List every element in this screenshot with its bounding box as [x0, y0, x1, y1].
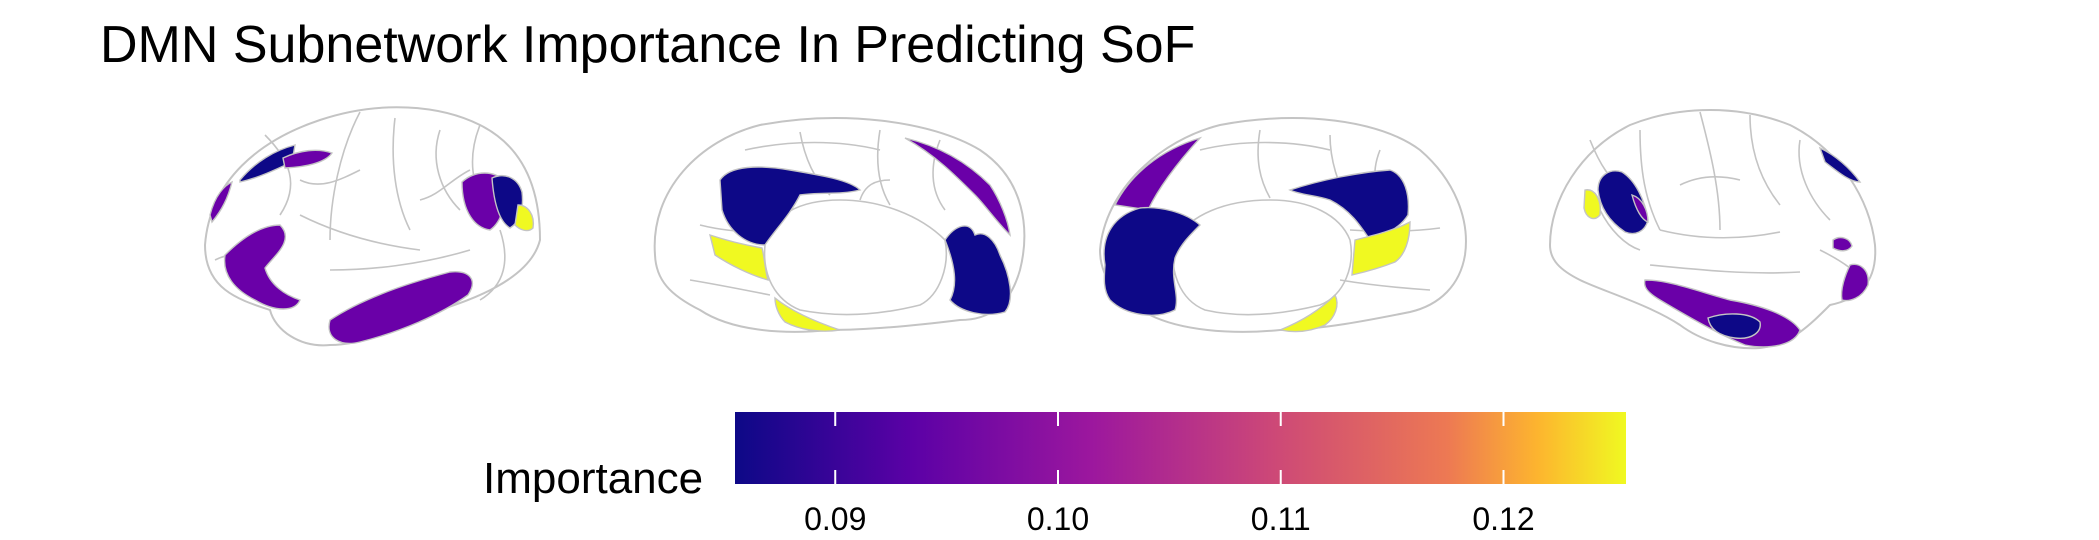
brain-left-medial — [653, 117, 1026, 333]
roi-left-precuneus — [944, 225, 1012, 316]
roi-right-medial-prefrontal — [1288, 169, 1410, 241]
roi-right-angular — [1631, 193, 1649, 223]
roi-right-parahippocampal — [1277, 293, 1338, 333]
roi-right-posterior-cingulate — [1113, 136, 1203, 211]
roi-right-superior-frontal — [1818, 146, 1862, 183]
roi-right-occipital — [1583, 189, 1602, 220]
brain-right-lateral — [1548, 109, 1877, 350]
roi-left-medial-prefrontal — [719, 166, 862, 246]
medial-wall-left — [763, 199, 947, 316]
colorbar-tick-marks — [834, 412, 1505, 484]
roi-left-posterior-cingulate — [904, 137, 1011, 237]
roi-left-frontal-pole — [209, 180, 234, 224]
colorbar-tick-labels: 0.09 0.10 0.11 0.12 — [804, 501, 1535, 537]
roi-right-frontal-pole — [1840, 263, 1869, 302]
roi-right-temporal-pole — [1707, 313, 1761, 339]
medial-wall-right — [1172, 199, 1352, 316]
roi-right-subgenual-cingulate — [1351, 220, 1411, 276]
legend: Importance 0.09 0.10 0.11 0.12 — [483, 412, 1626, 537]
roi-left-parahippocampal — [774, 296, 841, 332]
roi-right-precuneus — [1103, 206, 1202, 316]
roi-left-subgenual-cingulate — [709, 233, 770, 282]
legend-title: Importance — [483, 454, 703, 503]
brain-left-lateral — [203, 106, 542, 347]
roi-right-middle-temporal — [1643, 279, 1801, 348]
roi-left-middle-frontal — [282, 149, 334, 169]
roi-left-occipital — [514, 204, 535, 232]
colorbar-tick-label: 0.11 — [1251, 501, 1311, 537]
colorbar-tick-label: 0.12 — [1472, 501, 1534, 537]
roi-left-inferior-frontal — [223, 224, 301, 310]
roi-left-middle-temporal — [328, 271, 473, 344]
colorbar — [735, 412, 1626, 484]
colorbar-tick-label: 0.10 — [1027, 501, 1089, 537]
roi-right-inferior-frontal — [1832, 236, 1853, 252]
brain-right-medial — [1098, 117, 1467, 333]
colorbar-tick-label: 0.09 — [804, 501, 866, 537]
figure-title: DMN Subnetwork Importance In Predicting … — [100, 16, 1195, 74]
